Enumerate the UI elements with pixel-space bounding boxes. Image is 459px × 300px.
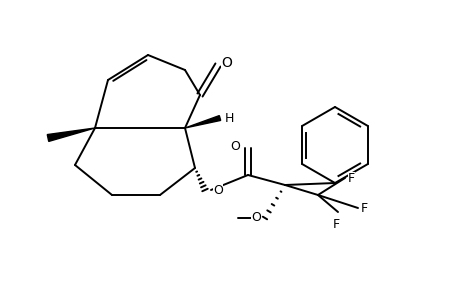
Polygon shape (185, 116, 220, 128)
Text: F: F (360, 202, 367, 214)
Text: F: F (332, 218, 339, 231)
Text: H: H (224, 112, 234, 124)
Polygon shape (47, 128, 95, 141)
Text: F: F (347, 172, 354, 184)
Text: O: O (230, 140, 240, 152)
Text: O: O (220, 56, 231, 70)
Text: O: O (213, 184, 223, 196)
Text: O: O (251, 212, 260, 224)
